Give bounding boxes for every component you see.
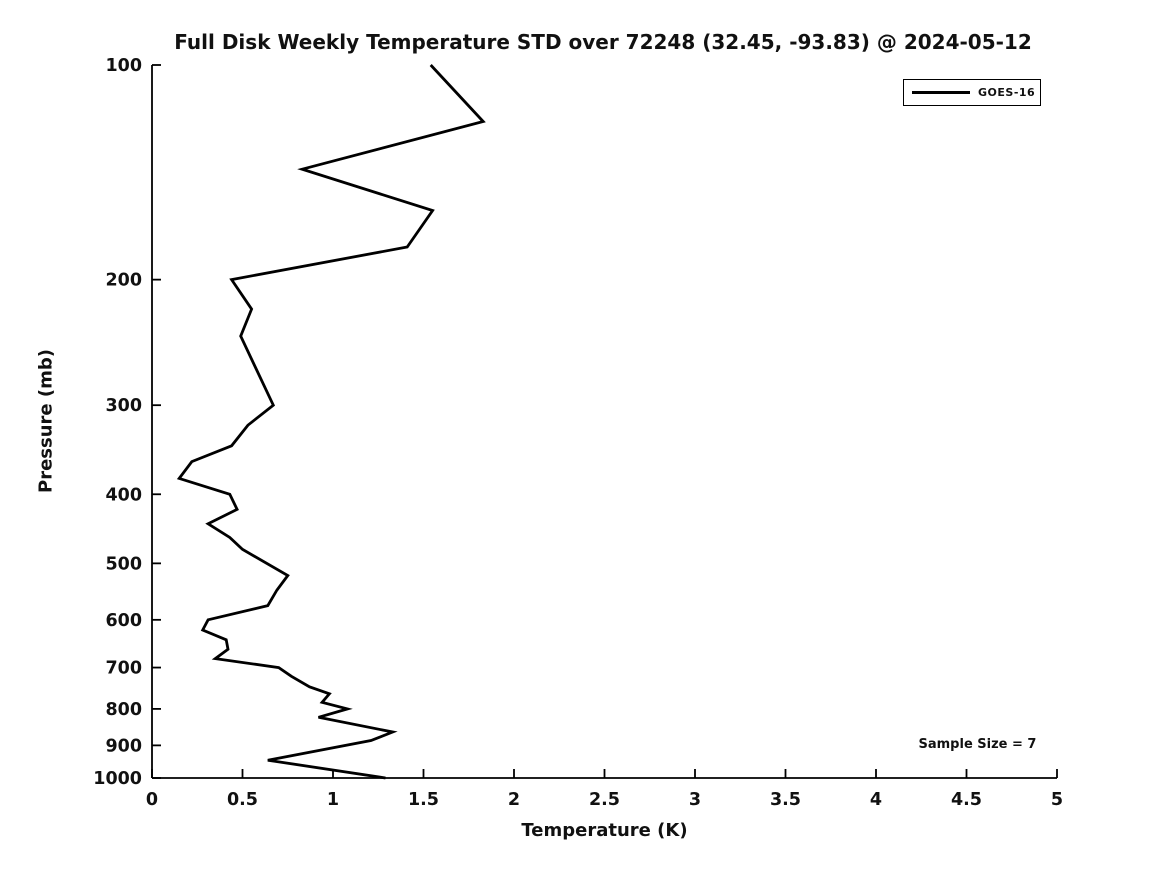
x-axis-tick-label: 1 xyxy=(327,790,339,810)
y-axis-tick-label: 500 xyxy=(105,554,142,574)
x-axis-tick-label: 1.5 xyxy=(408,790,439,810)
x-axis-tick-label: 4.5 xyxy=(951,790,982,810)
y-axis-tick-label: 400 xyxy=(105,485,142,505)
y-axis-tick-label: 700 xyxy=(105,659,142,679)
x-axis-tick-label: 0 xyxy=(146,790,158,810)
x-axis-tick-label: 0.5 xyxy=(227,790,258,810)
y-axis-tick-label: 600 xyxy=(105,611,142,631)
x-axis-tick-label: 2.5 xyxy=(589,790,620,810)
y-axis-tick-label: 1000 xyxy=(93,769,142,789)
y-axis-tick-label: 100 xyxy=(105,56,142,76)
x-axis-tick-label: 4 xyxy=(870,790,882,810)
legend-line-sample-icon xyxy=(912,91,970,94)
x-axis-tick-label: 3.5 xyxy=(770,790,801,810)
sample-size-annotation: Sample Size = 7 xyxy=(918,737,1037,752)
y-axis-tick-label: 800 xyxy=(105,700,142,720)
x-axis-label: Temperature (K) xyxy=(521,820,688,841)
x-axis-tick-label: 5 xyxy=(1051,790,1063,810)
y-axis-tick-label: 200 xyxy=(105,271,142,291)
chart-title: Full Disk Weekly Temperature STD over 72… xyxy=(174,30,1032,54)
temperature-std-curve xyxy=(176,64,486,780)
x-axis-tick-label: 3 xyxy=(689,790,701,810)
legend: GOES-16 xyxy=(903,79,1041,106)
legend-entry-label: GOES-16 xyxy=(978,86,1036,99)
y-axis-tick-label: 300 xyxy=(105,396,142,416)
y-axis-tick-label: 900 xyxy=(105,736,142,756)
x-axis-tick-label: 2 xyxy=(508,790,520,810)
